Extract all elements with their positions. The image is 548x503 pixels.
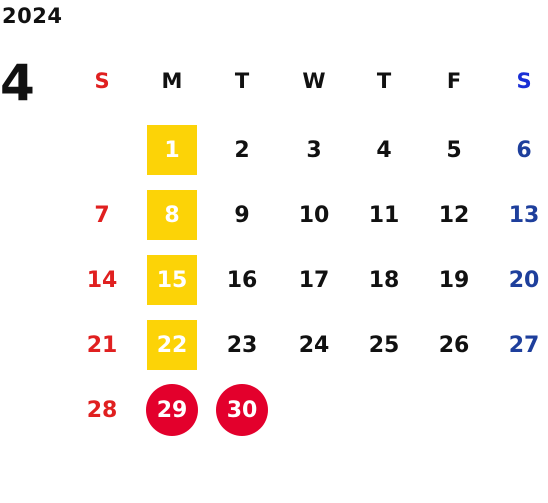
day-cell: 21 <box>86 332 118 358</box>
weekday-header: M <box>161 69 183 93</box>
weekday-header: F <box>446 69 462 93</box>
day-cell: 14 <box>86 267 118 293</box>
day-cell: 26 <box>438 332 470 358</box>
day-cell: 28 <box>86 397 118 423</box>
day-cell: 30 <box>216 384 268 436</box>
weekday-header: W <box>302 69 326 93</box>
day-cell: 23 <box>226 332 258 358</box>
day-cell: 27 <box>508 332 540 358</box>
weekday-header: S <box>94 69 110 93</box>
day-cell: 20 <box>508 267 540 293</box>
day-cell: 19 <box>438 267 470 293</box>
day-cell: 29 <box>146 384 198 436</box>
day-cell: 15 <box>147 255 197 305</box>
weekday-header: T <box>234 69 250 93</box>
month-number: 4 <box>0 54 35 112</box>
day-cell: 24 <box>298 332 330 358</box>
weekday-header: T <box>376 69 392 93</box>
day-cell: 4 <box>376 137 392 163</box>
day-cell: 16 <box>226 267 258 293</box>
day-cell: 8 <box>147 190 197 240</box>
day-cell: 12 <box>438 202 470 228</box>
day-cell: 25 <box>368 332 400 358</box>
day-cell: 13 <box>508 202 540 228</box>
day-cell: 22 <box>147 320 197 370</box>
day-cell: 3 <box>306 137 322 163</box>
day-cell: 7 <box>94 202 110 228</box>
day-cell: 10 <box>298 202 330 228</box>
day-cell: 17 <box>298 267 330 293</box>
day-cell: 5 <box>446 137 462 163</box>
day-cell: 1 <box>147 125 197 175</box>
day-cell: 2 <box>234 137 250 163</box>
day-cell: 6 <box>516 137 532 163</box>
day-cell: 9 <box>234 202 250 228</box>
day-cell: 18 <box>368 267 400 293</box>
weekday-header: S <box>516 69 532 93</box>
day-cell: 11 <box>368 202 400 228</box>
year-label: 2024 <box>2 4 63 28</box>
